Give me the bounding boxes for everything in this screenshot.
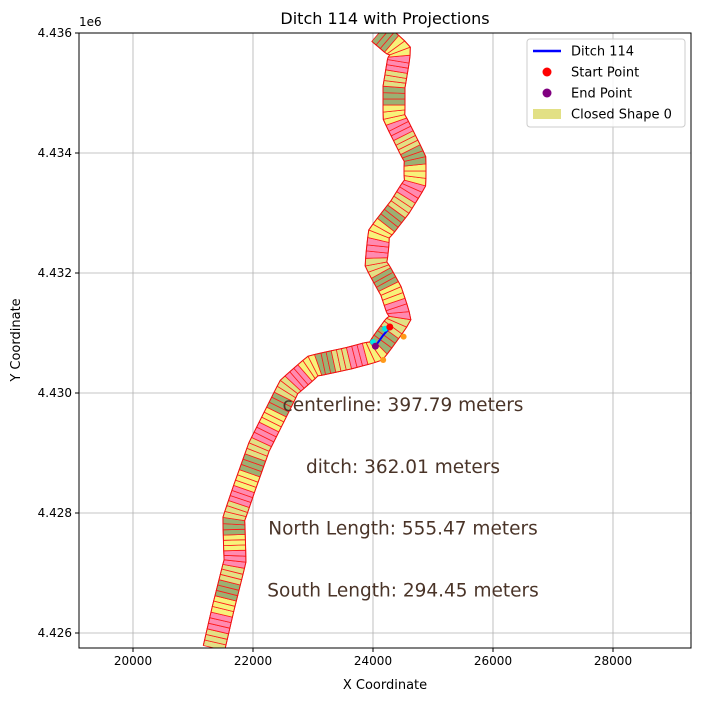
x-axis-label: X Coordinate — [343, 678, 427, 693]
legend-label: End Point — [571, 87, 632, 102]
river-edge-left — [224, 33, 427, 648]
legend-patch-swatch — [533, 109, 561, 119]
closed-shape — [382, 98, 406, 106]
y-tick-label: 4.426 — [38, 626, 72, 640]
y-axis-ticks: 4.426 4.428 4.430 4.432 4.434 4.436 — [38, 26, 79, 640]
annotation-text: North Length: 555.47 meters — [268, 519, 537, 540]
legend-label: Start Point — [571, 66, 639, 81]
y-axis-label: Y Coordinate — [9, 298, 24, 382]
projection-point — [380, 357, 387, 363]
legend-label: Closed Shape 0 — [571, 108, 672, 123]
chart-title: Ditch 114 with Projections — [280, 9, 489, 28]
legend-label: Ditch 114 — [571, 45, 634, 60]
legend: Ditch 114 Start Point End Point Closed Shap… — [526, 38, 686, 128]
axes-frame — [78, 32, 692, 649]
plot-area: centerline: 397.79 meters ditch: 362.01 m… — [78, 32, 692, 649]
legend-box — [526, 38, 686, 128]
annotations: centerline: 397.79 meters ditch: 362.01 m… — [267, 395, 538, 601]
legend-dot-swatch — [542, 88, 552, 98]
y-axis-offset-label: 1e6 — [79, 15, 102, 29]
river-band — [202, 33, 427, 648]
projection-point — [400, 333, 407, 340]
x-tick-label: 20000 — [114, 654, 152, 668]
x-axis-ticks: 20000 22000 24000 26000 28000 — [114, 648, 632, 668]
y-tick-label: 4.434 — [38, 146, 72, 160]
x-tick-label: 26000 — [474, 654, 512, 668]
points-layer — [370, 323, 407, 363]
start-point — [386, 323, 394, 331]
y-tick-label: 4.428 — [38, 506, 72, 520]
y-tick-label: 4.430 — [38, 386, 72, 400]
x-tick-label: 24000 — [354, 654, 392, 668]
closed-shape — [371, 33, 387, 46]
annotation-text: centerline: 397.79 meters — [283, 395, 524, 416]
river-edge-right — [202, 40, 405, 646]
annotation-text: South Length: 294.45 meters — [267, 580, 538, 601]
end-point — [371, 342, 379, 350]
x-tick-label: 28000 — [594, 654, 632, 668]
y-tick-label: 4.436 — [38, 26, 72, 40]
x-tick-label: 22000 — [234, 654, 272, 668]
y-tick-label: 4.432 — [38, 266, 72, 280]
annotation-text: ditch: 362.01 meters — [306, 457, 500, 478]
closed-shapes — [202, 33, 427, 648]
legend-dot-swatch — [542, 67, 552, 77]
